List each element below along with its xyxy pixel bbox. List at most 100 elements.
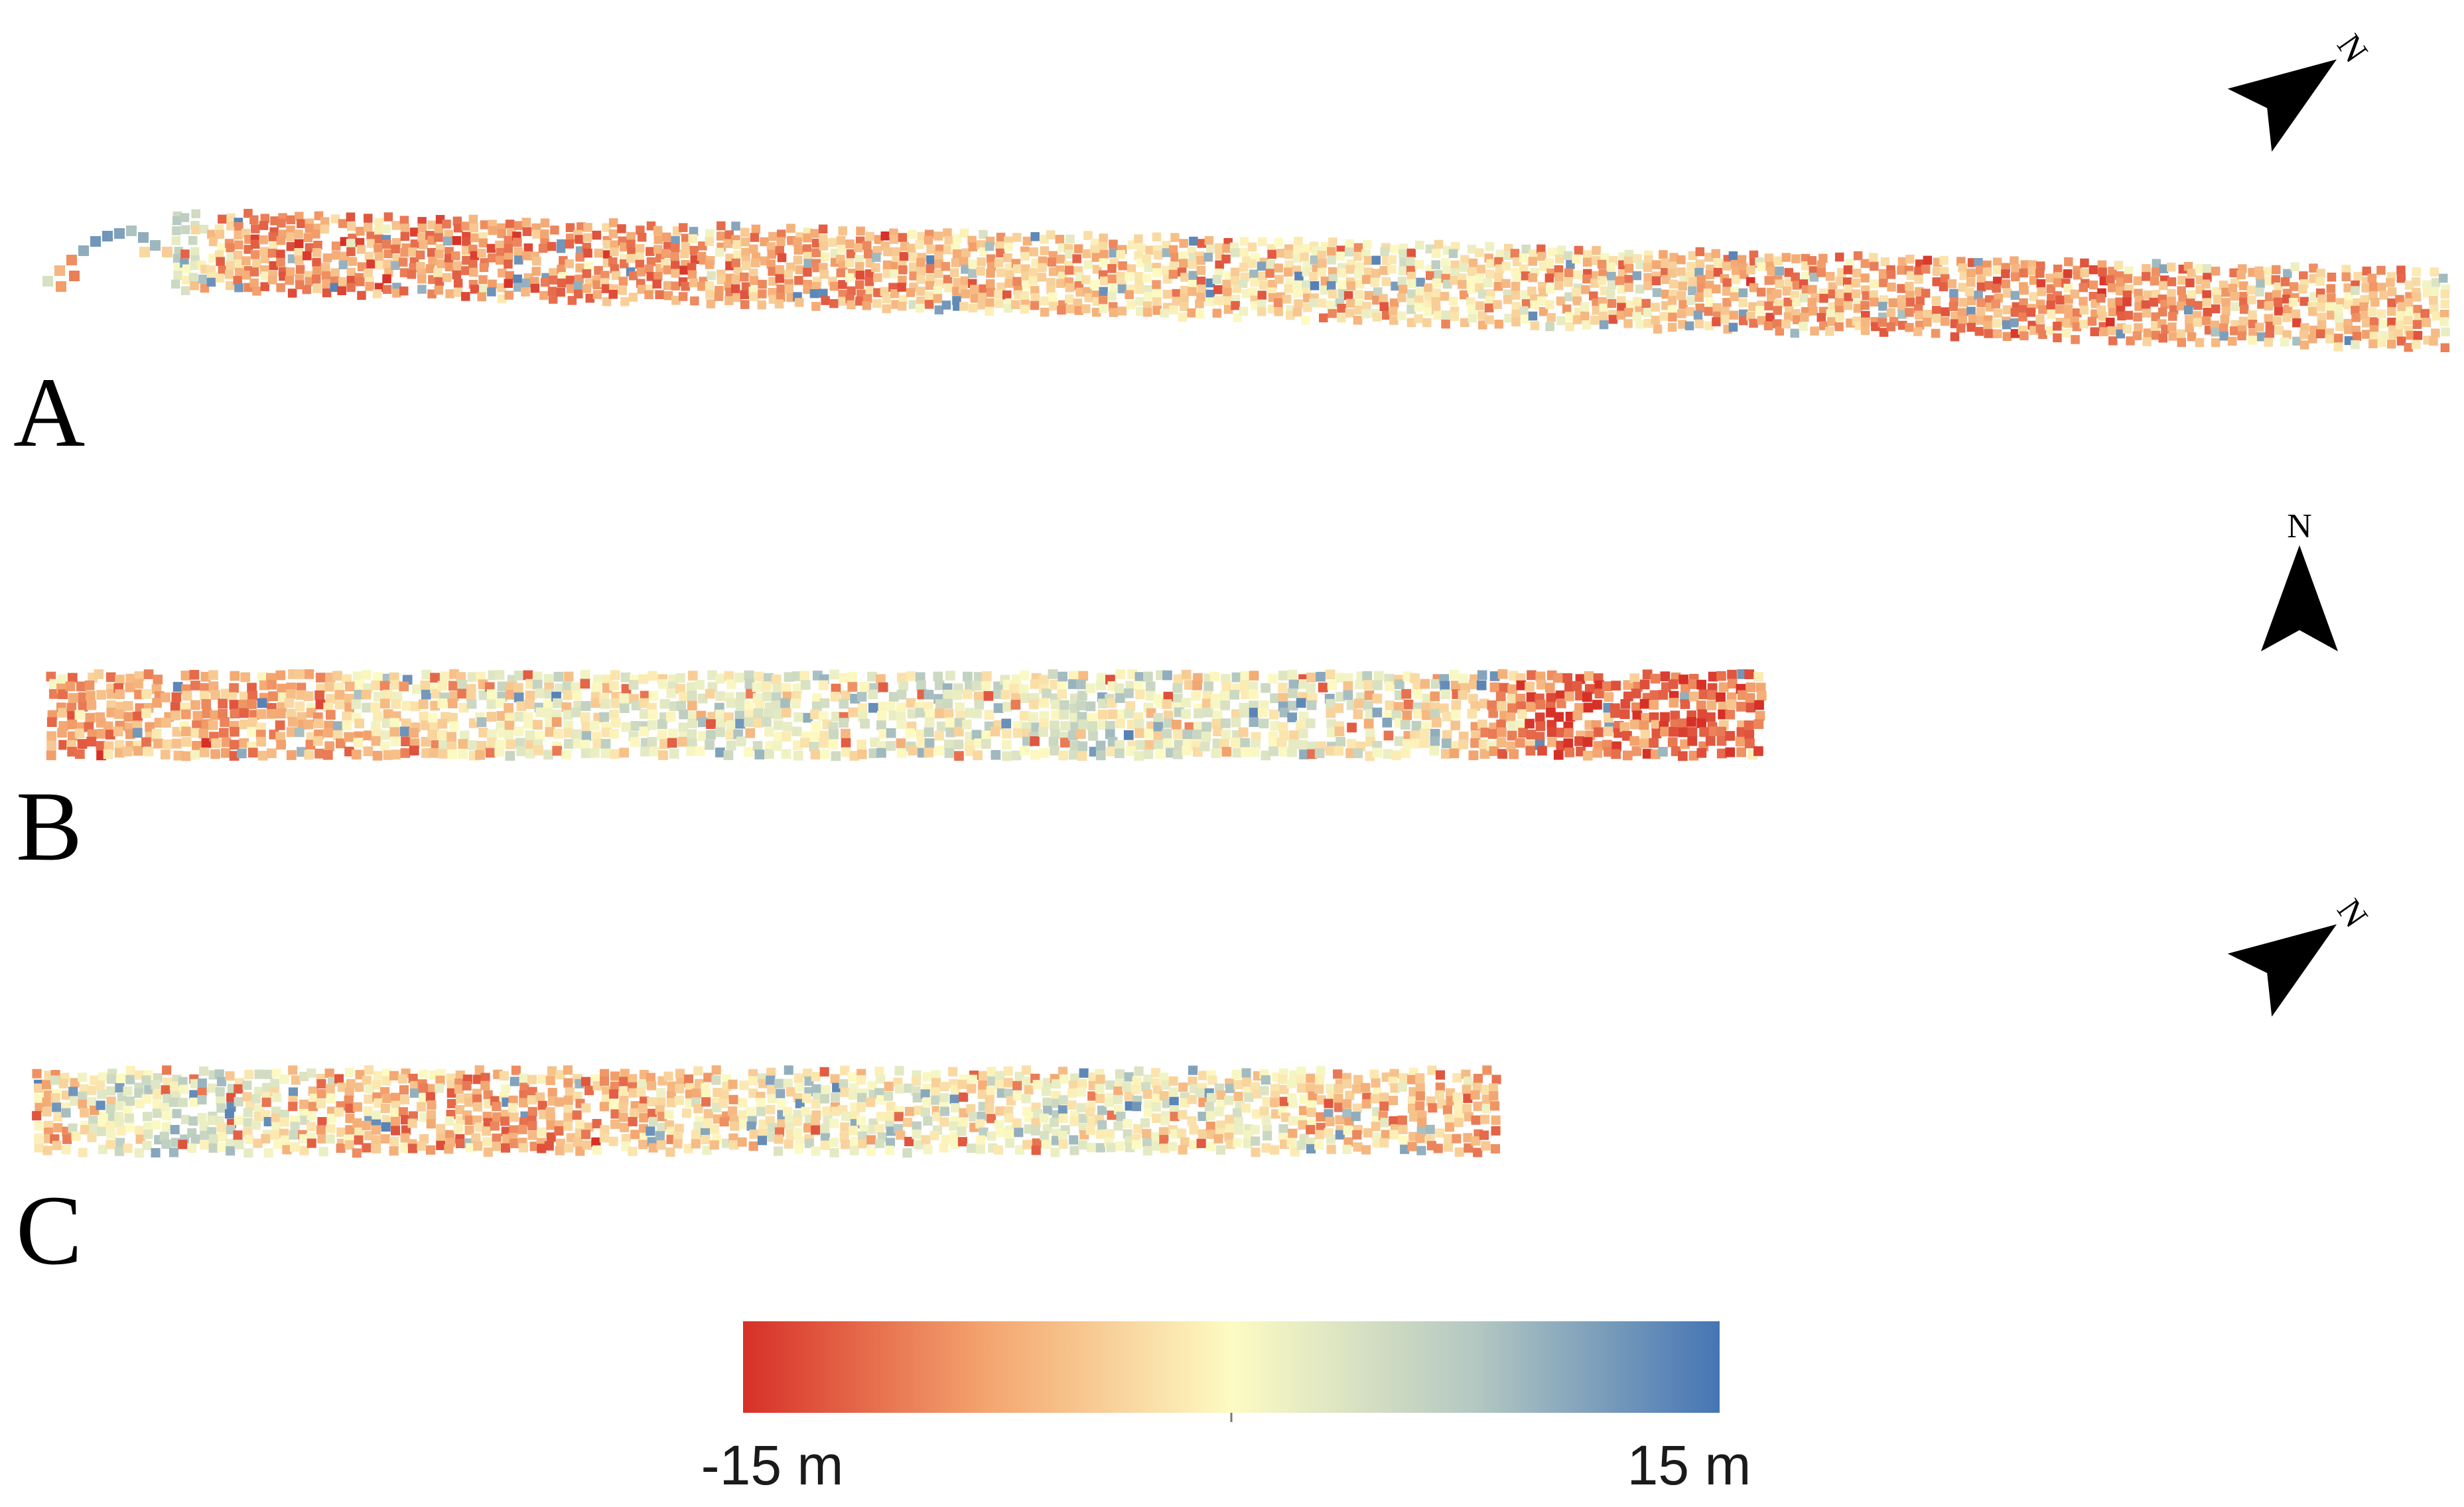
- raster-cell: [1430, 691, 1440, 702]
- raster-cell: [1335, 1130, 1345, 1140]
- raster-cell: [1466, 297, 1475, 306]
- raster-cell: [1406, 271, 1416, 281]
- raster-cell: [602, 1086, 612, 1096]
- raster-cell: [1005, 270, 1014, 280]
- raster-cell: [737, 1137, 747, 1147]
- raster-cell: [1464, 1143, 1473, 1153]
- raster-cell: [1976, 275, 1986, 285]
- raster-cell: [977, 1112, 987, 1122]
- raster-cell: [545, 1112, 555, 1122]
- raster-cell: [1489, 1083, 1499, 1093]
- raster-cell: [872, 253, 881, 262]
- raster-cell: [2430, 287, 2439, 296]
- raster-cell: [819, 711, 829, 721]
- raster-cell: [380, 730, 391, 740]
- raster-cell: [1623, 691, 1633, 702]
- raster-cell: [398, 1074, 408, 1084]
- raster-cell: [225, 1071, 235, 1081]
- raster-cell: [1555, 254, 1564, 264]
- raster-cell: [1193, 721, 1203, 732]
- raster-cell: [1564, 251, 1573, 261]
- raster-cell: [1490, 1144, 1500, 1153]
- raster-cell: [257, 698, 267, 708]
- raster-cell: [267, 248, 277, 258]
- raster-cell: [316, 1079, 326, 1089]
- raster-cell: [951, 258, 961, 267]
- raster-cell: [1201, 732, 1211, 742]
- raster-cell: [794, 1144, 804, 1154]
- raster-cell: [1135, 296, 1144, 306]
- raster-cell: [2362, 318, 2371, 328]
- raster-cell: [334, 1074, 344, 1084]
- raster-cell: [2327, 293, 2336, 302]
- raster-cell: [1749, 250, 1759, 260]
- raster-cell: [1076, 729, 1086, 739]
- raster-cell: [249, 267, 259, 277]
- panel-b: B N: [16, 507, 2338, 882]
- raster-cell: [1097, 720, 1107, 730]
- raster-cell: [1485, 315, 1494, 324]
- raster-cell: [936, 721, 947, 732]
- raster-cell: [86, 736, 97, 747]
- raster-cell: [46, 731, 56, 742]
- raster-cell: [1258, 237, 1267, 247]
- raster-cell: [640, 690, 650, 701]
- raster-cell: [261, 1134, 271, 1144]
- raster-cell: [1371, 1078, 1381, 1088]
- raster-cell: [1077, 712, 1087, 722]
- raster-cell: [2343, 283, 2353, 293]
- raster-cell: [1565, 322, 1574, 332]
- raster-cell: [772, 683, 783, 694]
- raster-cell: [689, 245, 699, 255]
- raster-cell: [959, 1118, 969, 1128]
- raster-cell: [705, 740, 715, 750]
- raster-cell: [279, 1117, 289, 1127]
- raster-cell: [610, 1100, 620, 1110]
- raster-cell: [1599, 320, 1609, 330]
- raster-cell: [497, 681, 508, 692]
- raster-cell: [830, 1074, 840, 1084]
- raster-cell: [1243, 1138, 1253, 1148]
- raster-cell: [715, 673, 726, 684]
- raster-cell: [2098, 267, 2107, 277]
- raster-cell: [311, 229, 320, 239]
- raster-cell: [392, 289, 401, 298]
- raster-cell: [122, 746, 133, 757]
- raster-cell: [1196, 277, 1206, 286]
- raster-cell: [839, 673, 849, 683]
- raster-cell: [1658, 747, 1668, 757]
- raster-cell: [256, 709, 267, 719]
- raster-cell: [1984, 329, 1993, 338]
- raster-cell: [1152, 280, 1161, 289]
- raster-cell: [42, 1107, 52, 1117]
- raster-cell: [734, 710, 745, 721]
- raster-cell: [703, 1118, 713, 1128]
- raster-cell: [776, 1099, 786, 1109]
- raster-cell: [452, 261, 462, 271]
- raster-cell: [1728, 322, 1738, 332]
- raster-cell: [383, 212, 393, 222]
- raster-cell: [746, 1106, 756, 1116]
- raster-cell: [2360, 311, 2370, 320]
- raster-cell: [1826, 309, 1836, 318]
- raster-cell: [344, 1140, 354, 1150]
- raster-cell: [332, 730, 343, 740]
- raster-cell: [192, 720, 202, 730]
- raster-cell: [266, 708, 277, 719]
- raster-cell: [277, 218, 286, 228]
- raster-cell: [504, 703, 513, 713]
- raster-cell: [610, 1081, 620, 1091]
- raster-cell: [1013, 264, 1022, 273]
- raster-cell: [80, 1125, 90, 1135]
- raster-cell: [1115, 693, 1125, 703]
- raster-cell: [1163, 718, 1174, 728]
- raster-cell: [981, 739, 991, 749]
- raster-cell: [399, 257, 408, 267]
- raster-cell: [2396, 311, 2405, 321]
- raster-cell: [857, 749, 867, 759]
- raster-cell: [931, 1087, 941, 1097]
- raster-cell: [547, 287, 557, 296]
- raster-cell: [239, 738, 249, 748]
- raster-cell: [1259, 1106, 1269, 1116]
- raster-cell: [1835, 312, 1844, 322]
